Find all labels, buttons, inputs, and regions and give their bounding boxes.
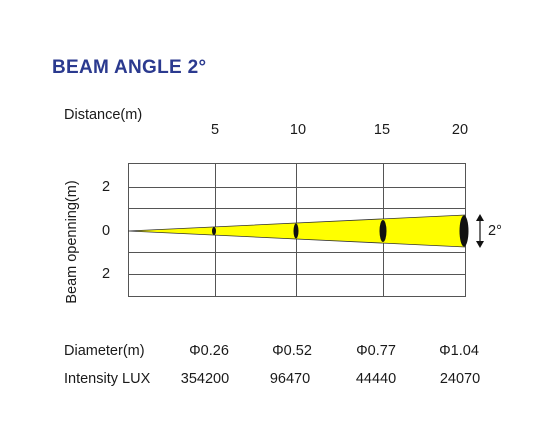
- intensity-10m: 96470: [269, 371, 311, 387]
- distance-label: Distance(m): [64, 107, 143, 123]
- distance-tick-5: 5: [210, 122, 220, 138]
- diameter-5m: Φ0.26: [189, 343, 229, 359]
- page-title: BEAM ANGLE 2°: [52, 57, 207, 78]
- diameter-20m: Φ1.04: [439, 343, 479, 359]
- distance-tick-10: 10: [289, 122, 307, 138]
- distance-tick-20: 20: [451, 122, 469, 138]
- intensity-5m: 354200: [180, 371, 230, 387]
- spot-5m: [212, 227, 216, 235]
- diameter-15m: Φ0.77: [356, 343, 396, 359]
- intensity-20m: 24070: [439, 371, 481, 387]
- angle-label: 2°: [488, 223, 502, 239]
- intensity-label: Intensity LUX: [64, 371, 151, 387]
- diameter-label: Diameter(m): [64, 343, 145, 359]
- intensity-15m: 44440: [355, 371, 397, 387]
- angle-arrow-icon: [476, 214, 484, 248]
- spot-10m: [293, 223, 299, 239]
- spot-15m: [379, 220, 387, 242]
- beam-tick-lower: 2: [102, 266, 111, 282]
- diameter-10m: Φ0.52: [272, 343, 312, 359]
- distance-tick-15: 15: [373, 122, 391, 138]
- beam-tick-upper: 2: [102, 179, 111, 195]
- beam-tick-center: 0: [102, 223, 111, 239]
- spot-20m: [459, 215, 469, 247]
